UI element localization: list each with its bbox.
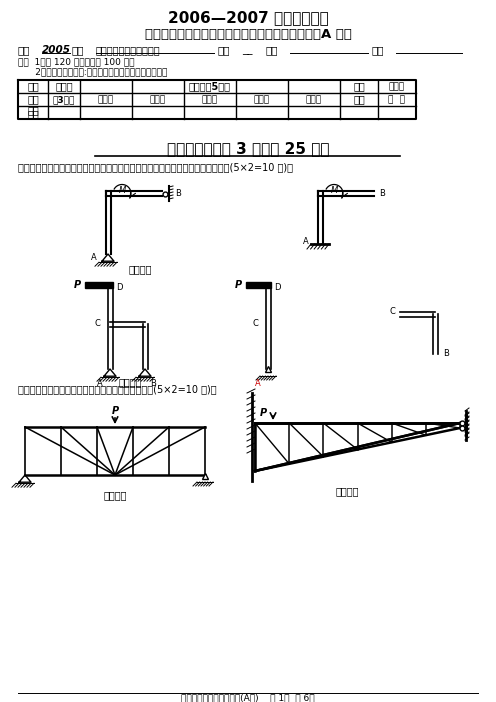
- Text: 总分: 总分: [353, 95, 365, 105]
- Text: （一）: （一）: [98, 95, 114, 104]
- Polygon shape: [246, 282, 271, 288]
- Text: C: C: [389, 307, 395, 315]
- Text: （二）、确定图示桁架中的零杆（在图中直接标出）(5×2=10 分)。: （二）、确定图示桁架中的零杆（在图中直接标出）(5×2=10 分)。: [18, 384, 217, 394]
- Text: M: M: [330, 186, 338, 195]
- Text: 试题: 试题: [27, 105, 39, 115]
- Text: 《工程力学》期末考试卷(A卷)    第 1页  共 6页: 《工程力学》期末考试卷(A卷) 第 1页 共 6页: [181, 694, 315, 702]
- Text: 一、概念题（共 3 题，计 25 分）: 一、概念题（共 3 题，计 25 分）: [167, 142, 329, 157]
- Text: （三）: （三）: [202, 95, 218, 104]
- Text: 签  字: 签 字: [388, 95, 406, 104]
- Text: A: A: [255, 378, 261, 388]
- Text: __: __: [242, 45, 252, 55]
- Text: P: P: [260, 408, 267, 418]
- Text: 阅卷人: 阅卷人: [389, 82, 405, 91]
- Text: 班级: 班级: [218, 45, 231, 55]
- Text: （五）: （五）: [306, 95, 322, 104]
- Text: 姓名: 姓名: [372, 45, 384, 55]
- Text: 2006—2007 学年第一学期: 2006—2007 学年第一学期: [168, 11, 328, 25]
- Text: C: C: [252, 319, 258, 329]
- Text: P: P: [112, 406, 119, 416]
- Text: 2、此试卷适用专业:机械设计制造及其自动化本科专业: 2、此试卷适用专业:机械设计制造及其自动化本科专业: [18, 67, 167, 77]
- Text: 信息工程学院机电系《工程力学》期末考试试卷（A 卷）: 信息工程学院机电系《工程力学》期末考试试卷（A 卷）: [144, 27, 352, 41]
- Text: 注：  1、共 120 分题，总分 100 分。: 注： 1、共 120 分题，总分 100 分。: [18, 58, 134, 67]
- Text: 卷面: 卷面: [353, 81, 365, 91]
- Text: （图一）: （图一）: [103, 490, 127, 500]
- Text: （图一）: （图一）: [128, 264, 152, 274]
- Text: P: P: [73, 280, 80, 290]
- Text: 年级: 年级: [18, 45, 30, 55]
- Text: 试题: 试题: [27, 81, 39, 91]
- Polygon shape: [85, 282, 113, 288]
- Text: 概念题: 概念题: [55, 81, 73, 91]
- Text: B: B: [443, 350, 449, 359]
- Text: 计算题（5题）: 计算题（5题）: [189, 81, 231, 91]
- Text: A: A: [303, 237, 309, 246]
- Text: （图二）: （图二）: [335, 486, 359, 496]
- Text: B: B: [175, 189, 181, 198]
- Text: （四）: （四）: [254, 95, 270, 104]
- Text: 得分: 得分: [27, 110, 39, 119]
- Text: B: B: [150, 378, 156, 388]
- Text: （二）: （二）: [150, 95, 166, 104]
- Text: 2005: 2005: [42, 45, 71, 55]
- Text: D: D: [116, 282, 123, 291]
- Text: P: P: [235, 280, 242, 290]
- Text: 机械设计制造及其自动化: 机械设计制造及其自动化: [96, 45, 161, 55]
- Text: （一）、绘制图示体系中指定构件的受力图，要求确定全部约束反力的方位和指向(5×2=10 分)。: （一）、绘制图示体系中指定构件的受力图，要求确定全部约束反力的方位和指向(5×2…: [18, 162, 293, 172]
- Text: 层号: 层号: [27, 95, 39, 105]
- Text: C: C: [94, 319, 100, 329]
- Text: A: A: [97, 378, 103, 388]
- Text: B: B: [379, 189, 385, 198]
- Text: A: A: [91, 253, 97, 262]
- Text: （图二）: （图二）: [118, 377, 142, 387]
- Text: 学号: 学号: [266, 45, 278, 55]
- Text: M: M: [119, 186, 125, 195]
- Text: 专业: 专业: [72, 45, 84, 55]
- Text: D: D: [274, 282, 281, 291]
- Text: （3题）: （3题）: [53, 95, 75, 104]
